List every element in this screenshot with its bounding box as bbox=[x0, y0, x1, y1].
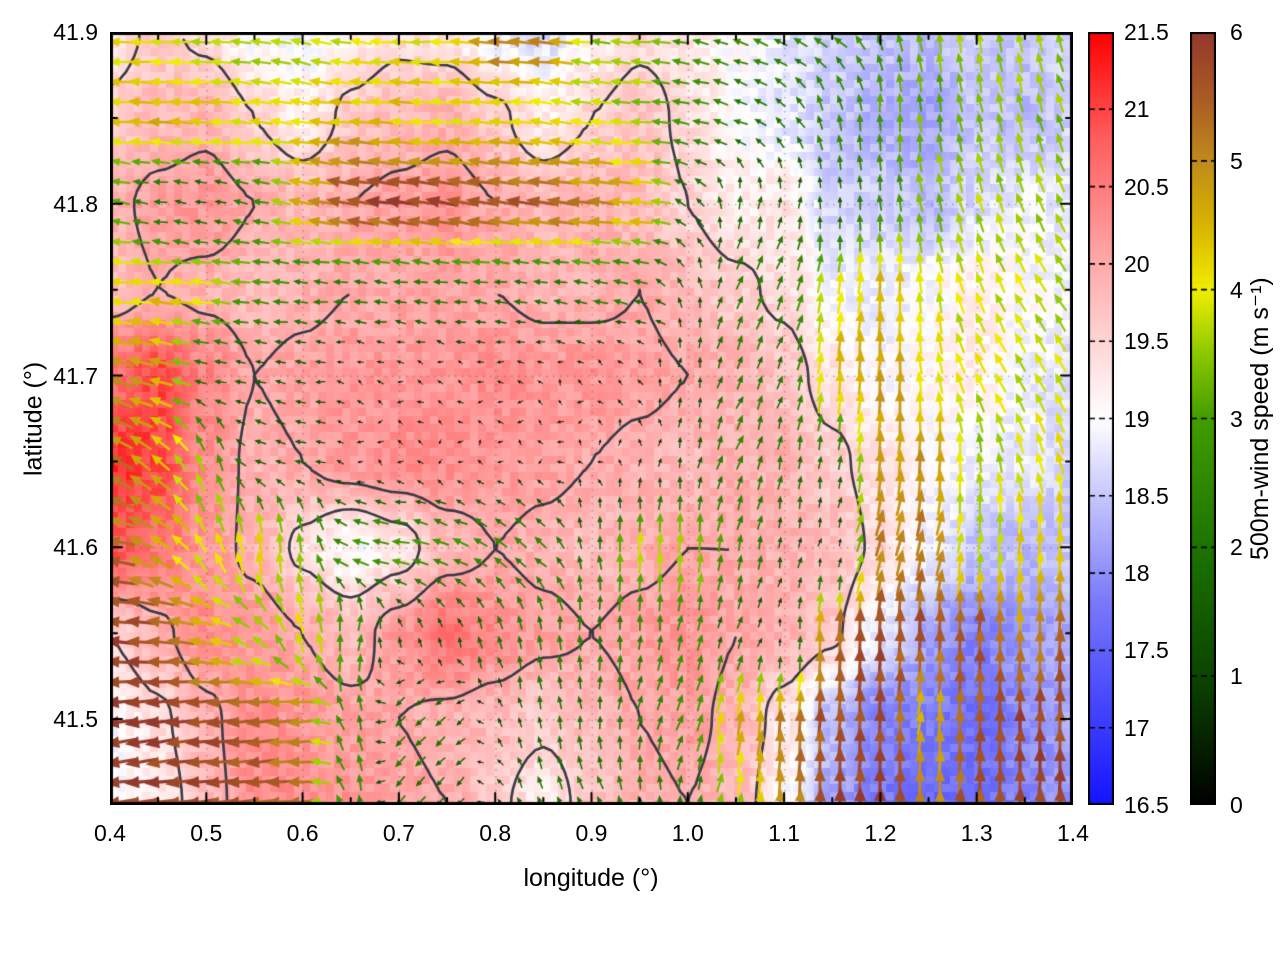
wind-colorbar-tick-label: 1 bbox=[1230, 663, 1243, 690]
temperature-colorbar-tick-label: 21 bbox=[1124, 96, 1150, 123]
x-tick-label: 1.3 bbox=[960, 820, 993, 846]
map-plot-canvas bbox=[110, 32, 1073, 805]
x-tick-label: 0.5 bbox=[190, 820, 223, 846]
temperature-colorbar-tick-label: 18.5 bbox=[1124, 482, 1169, 509]
y-tick-label: 41.5 bbox=[53, 706, 98, 733]
temperature-colorbar-tick-label: 17.5 bbox=[1124, 637, 1169, 664]
temperature-colorbar-tick-label: 16.5 bbox=[1124, 792, 1169, 818]
x-tick-label: 1.4 bbox=[1057, 820, 1089, 846]
temperature-colorbar bbox=[1088, 32, 1114, 805]
x-tick-label: 1.1 bbox=[768, 820, 801, 846]
temperature-colorbar-tick-label: 19 bbox=[1124, 405, 1150, 432]
wind-colorbar-tick-label: 2 bbox=[1230, 534, 1243, 561]
x-tick-label: 0.9 bbox=[575, 820, 608, 846]
temperature-colorbar-tick-label: 19.5 bbox=[1124, 328, 1169, 355]
y-tick-label: 41.9 bbox=[53, 19, 98, 45]
x-tick-label: 1.0 bbox=[671, 820, 704, 846]
y-tick-label: 41.7 bbox=[53, 362, 98, 389]
x-tick-label: 0.6 bbox=[286, 820, 319, 846]
wind-colorbar-tick-label: 5 bbox=[1230, 147, 1243, 174]
x-tick-label: 0.4 bbox=[94, 820, 126, 846]
x-tick-label: 0.8 bbox=[479, 820, 512, 846]
wind-speed-colorbar bbox=[1190, 32, 1216, 805]
temperature-colorbar-tick-label: 17 bbox=[1124, 714, 1150, 741]
x-tick-label: 0.7 bbox=[382, 820, 415, 846]
temperature-colorbar-tick-label: 21.5 bbox=[1124, 19, 1169, 45]
temperature-colorbar-tick-label: 20 bbox=[1124, 250, 1150, 277]
wind-colorbar-tick-label: 6 bbox=[1230, 19, 1243, 45]
y-axis-label: latitude (°) bbox=[19, 361, 48, 476]
wind-colorbar-tick-label: 4 bbox=[1230, 276, 1243, 303]
x-axis-label: longitude (°) bbox=[523, 864, 659, 892]
wind-colorbar-label: 500m-wind speed (m s⁻¹) bbox=[1246, 277, 1274, 560]
y-tick-label: 41.8 bbox=[53, 190, 98, 217]
x-tick-label: 1.2 bbox=[864, 820, 897, 846]
y-tick-label: 41.6 bbox=[53, 534, 98, 561]
temperature-colorbar-tick-label: 18 bbox=[1124, 560, 1150, 587]
temperature-colorbar-tick-label: 20.5 bbox=[1124, 173, 1169, 200]
wind-colorbar-tick-label: 0 bbox=[1230, 792, 1243, 818]
wind-colorbar-tick-label: 3 bbox=[1230, 405, 1243, 432]
